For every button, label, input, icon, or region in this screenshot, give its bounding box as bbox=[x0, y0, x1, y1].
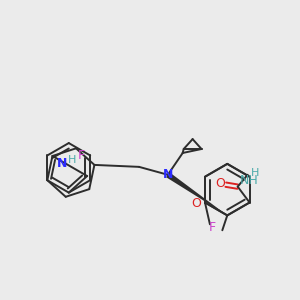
Text: F: F bbox=[78, 149, 85, 162]
Text: O: O bbox=[191, 197, 201, 210]
Text: N: N bbox=[163, 168, 173, 181]
Polygon shape bbox=[166, 172, 227, 215]
Text: H: H bbox=[68, 155, 76, 165]
Text: O: O bbox=[215, 177, 225, 190]
Text: NH: NH bbox=[240, 174, 259, 187]
Text: F: F bbox=[208, 221, 215, 234]
Text: N: N bbox=[57, 157, 67, 170]
Text: H: H bbox=[251, 168, 260, 178]
